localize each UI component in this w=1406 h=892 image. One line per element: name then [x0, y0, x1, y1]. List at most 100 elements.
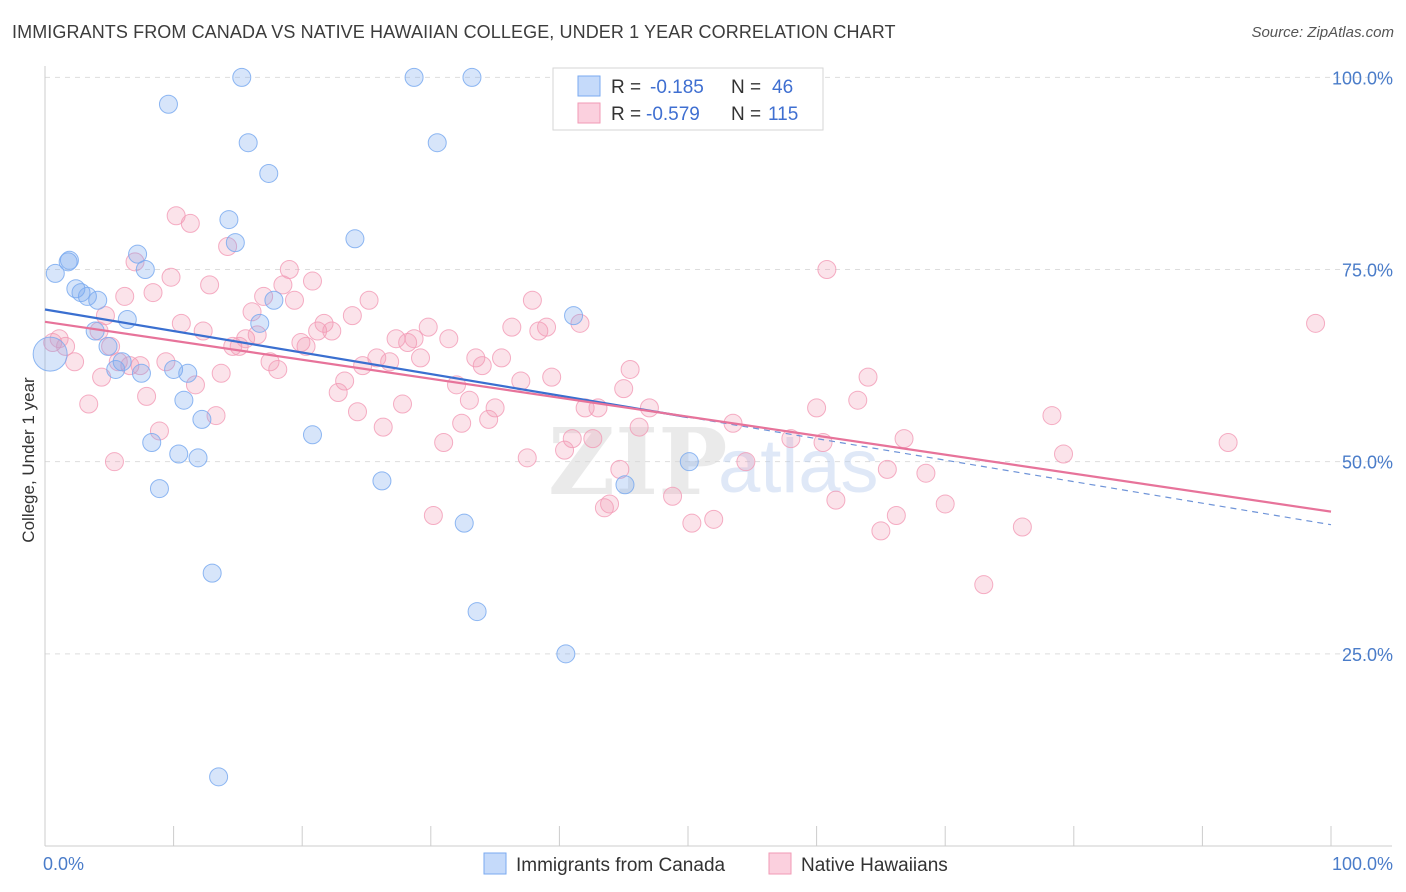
data-point-native-hawaiians [848, 390, 868, 410]
data-point-immigrants-from-canada [142, 432, 162, 452]
bottom-legend-swatch-pink [768, 852, 792, 875]
data-point-native-hawaiians [284, 290, 304, 310]
data-point-native-hawaiians [130, 356, 150, 376]
y-tick-label: 25.0% [1342, 645, 1393, 665]
chart-title: IMMIGRANTS FROM CANADA VS NATIVE HAWAIIA… [12, 22, 896, 42]
legend-swatch-blue [577, 75, 601, 97]
data-point-native-hawaiians [452, 413, 472, 433]
data-point-native-hawaiians [502, 317, 522, 337]
stats-legend: R = -0.185 N = 46 R = -0.579 N = 115 [552, 67, 824, 131]
y-tick-label: 100.0% [1332, 68, 1393, 88]
bottom-legend-swatch-blue [483, 852, 507, 875]
data-point-immigrants-from-canada [345, 229, 365, 249]
data-point-native-hawaiians [268, 359, 288, 379]
series-immigrants-from-canada [32, 67, 699, 787]
data-point-native-hawaiians [704, 509, 724, 529]
data-point-native-hawaiians [393, 394, 413, 414]
legend-n-label-2: N = [731, 104, 761, 125]
data-point-native-hawaiians [974, 575, 994, 595]
data-point-native-hawaiians [296, 336, 316, 356]
data-point-immigrants-from-canada [259, 163, 279, 183]
grid-lines [45, 76, 1392, 655]
data-point-immigrants-from-canada [131, 363, 151, 383]
watermark: ZIP atlas [548, 408, 879, 516]
data-point-immigrants-from-canada [59, 250, 79, 270]
data-point-native-hawaiians [466, 348, 486, 368]
trend-lines [44, 308, 1332, 526]
legend-n-label-1: N = [731, 77, 761, 98]
legend-r-label-2: R = [611, 104, 641, 125]
data-point-native-hawaiians [485, 398, 505, 418]
data-point-native-hawaiians [439, 329, 459, 349]
data-point-immigrants-from-canada [209, 767, 229, 787]
data-point-immigrants-from-canada [174, 390, 194, 410]
data-point-immigrants-from-canada [192, 409, 212, 429]
data-point-immigrants-from-canada [128, 244, 148, 264]
legend-r-value-1: -0.185 [650, 77, 704, 98]
data-point-immigrants-from-canada [188, 448, 208, 468]
data-point-native-hawaiians [279, 260, 299, 280]
data-point-native-hawaiians [682, 513, 702, 533]
data-point-native-hawaiians [359, 290, 379, 310]
data-point-native-hawaiians [522, 290, 542, 310]
data-point-immigrants-from-canada [58, 252, 78, 272]
data-point-native-hawaiians [472, 356, 492, 376]
data-point-native-hawaiians [517, 448, 537, 468]
data-point-native-hawaiians [161, 267, 181, 287]
data-point-native-hawaiians [858, 367, 878, 387]
data-point-native-hawaiians [411, 348, 431, 368]
chart-source: Source: ZipAtlas.com [1251, 24, 1394, 41]
data-point-native-hawaiians [826, 490, 846, 510]
data-point-native-hawaiians [367, 348, 387, 368]
data-point-native-hawaiians [434, 432, 454, 452]
data-point-immigrants-from-canada [232, 67, 252, 87]
series-native-hawaiians [43, 206, 1326, 595]
data-point-immigrants-from-canada [556, 644, 576, 664]
data-point-immigrants-from-canada [427, 133, 447, 153]
data-point-immigrants-from-canada [225, 233, 245, 253]
data-point-native-hawaiians [736, 452, 756, 472]
data-point-immigrants-from-canada [88, 290, 108, 310]
data-point-native-hawaiians [302, 271, 322, 291]
data-point-native-hawaiians [418, 317, 438, 337]
data-point-native-hawaiians [347, 402, 367, 422]
bottom-legend-label-2: Native Hawaiians [801, 855, 948, 876]
data-point-native-hawaiians [404, 329, 424, 349]
data-point-native-hawaiians [807, 398, 827, 418]
data-point-native-hawaiians [459, 390, 479, 410]
data-point-immigrants-from-canada [66, 279, 86, 299]
data-point-immigrants-from-canada [264, 290, 284, 310]
data-point-native-hawaiians [1012, 517, 1032, 537]
data-point-immigrants-from-canada [149, 479, 169, 499]
data-point-native-hawaiians [935, 494, 955, 514]
data-point-native-hawaiians [322, 321, 342, 341]
data-point-immigrants-from-canada [202, 563, 222, 583]
legend-n-value-1: 46 [772, 77, 793, 98]
data-point-immigrants-from-canada [164, 359, 184, 379]
data-point-native-hawaiians [308, 321, 328, 341]
data-point-immigrants-from-canada [106, 359, 126, 379]
data-point-native-hawaiians [614, 379, 634, 399]
legend-swatch-pink [577, 102, 601, 124]
data-point-native-hawaiians [1054, 444, 1074, 464]
data-point-native-hawaiians [894, 429, 914, 449]
data-point-immigrants-from-canada [169, 444, 189, 464]
watermark-atlas: atlas [718, 424, 879, 509]
data-point-immigrants-from-canada [117, 309, 137, 329]
data-point-native-hawaiians [200, 275, 220, 295]
data-point-native-hawaiians [247, 325, 267, 345]
data-point-native-hawaiians [104, 452, 124, 472]
data-point-immigrants-from-canada [32, 336, 68, 372]
data-point-immigrants-from-canada [250, 313, 270, 333]
data-point-native-hawaiians [570, 313, 590, 333]
axes [44, 66, 1392, 847]
data-point-immigrants-from-canada [158, 94, 178, 114]
data-point-native-hawaiians [65, 352, 85, 372]
data-point-immigrants-from-canada [615, 475, 635, 495]
data-point-native-hawaiians [125, 252, 145, 272]
data-point-native-hawaiians [916, 463, 936, 483]
y-tick-label: 75.0% [1342, 261, 1393, 281]
watermark-zip: ZIP [548, 408, 727, 516]
data-point-immigrants-from-canada [679, 452, 699, 472]
